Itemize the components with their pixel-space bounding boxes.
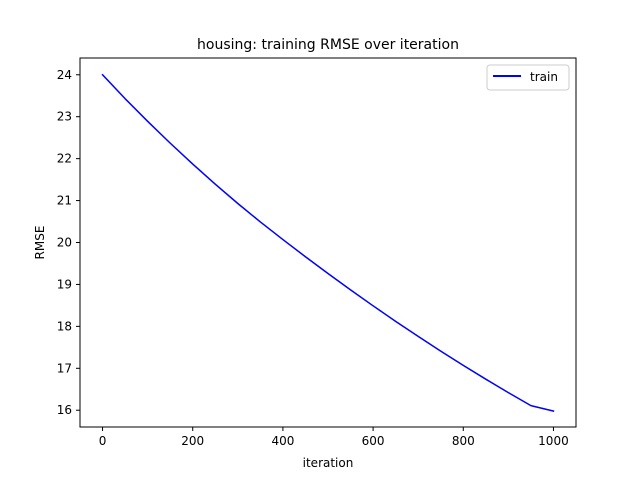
y-tick-label: 16: [57, 403, 72, 417]
y-axis-ticks: 16 17 18 19 20 21 22 23 24: [57, 68, 80, 417]
plot-frame: [79, 57, 577, 428]
y-tick-label: 17: [57, 361, 72, 375]
y-axis-label: RMSE: [33, 226, 47, 260]
series-layer: [101, 73, 555, 412]
y-tick-label: 19: [57, 277, 72, 291]
legend-box: [486, 64, 570, 91]
y-tick-label: 24: [57, 68, 72, 82]
x-tick-label: 1000: [538, 434, 569, 448]
y-tick-label: 22: [57, 152, 72, 166]
y-tick-label: 18: [57, 319, 72, 333]
legend-label-train: train: [530, 70, 558, 84]
y-tick-label: 21: [57, 194, 72, 208]
y-tick-label: 20: [57, 236, 72, 250]
x-tick-label: 600: [362, 434, 385, 448]
x-axis-ticks: 0 200 400 600 800 1000: [99, 427, 569, 448]
plot-area: [80, 58, 576, 427]
x-tick-label: 200: [181, 434, 204, 448]
x-tick-label: 400: [271, 434, 294, 448]
chart-title: housing: training RMSE over iteration: [197, 37, 459, 53]
x-axis-label: iteration: [303, 456, 354, 470]
x-tick-label: 800: [452, 434, 475, 448]
y-tick-label: 23: [57, 110, 72, 124]
x-tick-label: 0: [99, 434, 107, 448]
legend: train: [486, 64, 570, 91]
series-line-train: [101, 73, 555, 412]
